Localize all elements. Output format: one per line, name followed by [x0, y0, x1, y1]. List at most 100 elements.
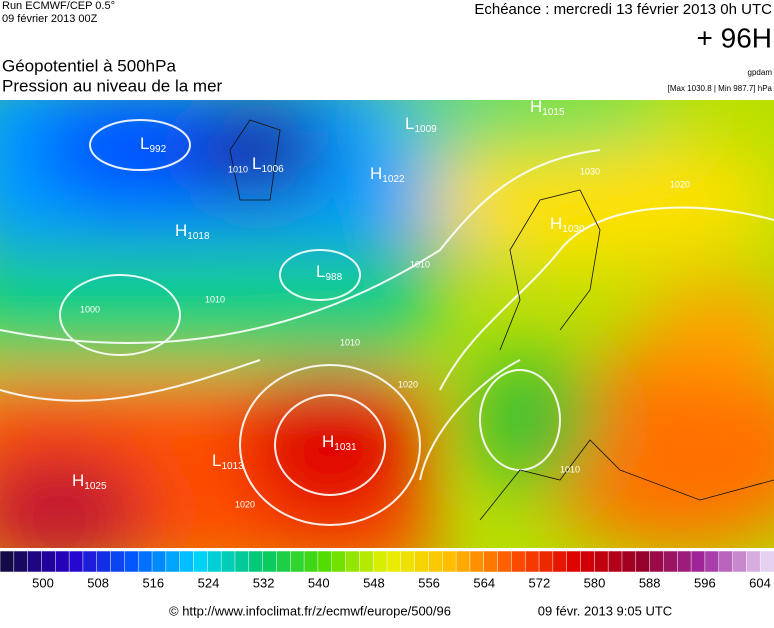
range: [Max 1030.8 | Min 987.7] hPa: [668, 84, 773, 93]
source: gpdam: [748, 68, 773, 77]
colorbar-swatch: [68, 550, 84, 573]
colorbar-swatch: [635, 550, 651, 573]
colorbar-swatch: [442, 550, 457, 573]
colorbar-swatch: [497, 550, 513, 573]
valid-time: Echéance : mercredi 13 février 2013 0h U…: [474, 1, 772, 18]
pressure-center: H1030: [550, 214, 585, 234]
colorbar-swatch: [524, 550, 540, 573]
colorbar-swatch: [55, 550, 70, 573]
colorbar-swatch: [621, 550, 637, 573]
colorbar-swatch: [13, 550, 29, 573]
colorbar-swatch: [41, 550, 57, 573]
colorbar-swatch: [234, 550, 250, 573]
colorbar-swatch: [220, 550, 236, 573]
colorbar-swatch: [677, 550, 692, 573]
colorbar-tick-label: 500: [32, 575, 54, 590]
colorbar-swatch: [137, 550, 153, 573]
colorbar-swatch: [746, 550, 761, 573]
colorbar-swatch: [248, 550, 264, 573]
isobar-label: 1000: [80, 304, 100, 314]
colorbar-tick-label: 572: [529, 575, 551, 590]
run-label: Run ECMWF/CEP 0.5°: [2, 0, 115, 12]
colorbar-tick-label: 604: [749, 575, 771, 590]
colorbar-swatch: [455, 550, 471, 573]
colorbar-tick-label: 532: [253, 575, 275, 590]
subtitle: Pression au niveau de la mer: [2, 76, 223, 95]
colorbar-swatch: [386, 550, 402, 573]
footer-url: © http://www.infoclimat.fr/z/ecmwf/europ…: [169, 603, 451, 618]
colorbar-swatch: [207, 550, 222, 573]
colorbar: 500 508 516 524 532 540 548 556 564 572 580 588 596 6…: [0, 550, 774, 590]
pressure-center: L1009: [405, 114, 437, 134]
colorbar-swatch: [193, 550, 209, 573]
pressure-center: H1015: [530, 97, 565, 117]
colorbar-swatch: [372, 550, 388, 573]
pressure-center: L1013: [212, 451, 244, 471]
colorbar-tick-label: 516: [142, 575, 164, 590]
lead-time: + 96H: [697, 22, 773, 53]
isobar-label: 1020: [398, 379, 418, 389]
colorbar-swatch: [82, 550, 98, 573]
title: Géopotentiel à 500hPa: [2, 56, 176, 75]
colorbar-swatch: [303, 550, 319, 573]
isobar-label: 1010: [228, 164, 248, 174]
colorbar-swatch: [179, 550, 195, 573]
colorbar-swatch: [580, 550, 596, 573]
colorbar-tick-label: 524: [198, 575, 220, 590]
pressure-center: H1022: [370, 164, 405, 184]
colorbar-swatch: [276, 550, 291, 573]
colorbar-swatch: [566, 550, 582, 573]
colorbar-swatch: [27, 550, 43, 573]
isobar-label: 1010: [205, 294, 225, 304]
colorbar-swatch: [607, 550, 623, 573]
colorbar-swatch: [151, 550, 167, 573]
colorbar-tick-label: 540: [308, 575, 330, 590]
colorbar-swatch: [649, 550, 665, 573]
colorbar-tick-label: 556: [418, 575, 440, 590]
colorbar-tick-label: 508: [87, 575, 109, 590]
colorbar-swatch: [110, 550, 126, 573]
colorbar-swatch: [400, 550, 416, 573]
colorbar-swatch: [759, 550, 774, 573]
isobar-label: 1010: [560, 464, 580, 474]
colorbar-swatch: [732, 550, 748, 573]
colorbar-swatch: [331, 550, 347, 573]
colorbar-tick-label: 580: [584, 575, 606, 590]
colorbar-tick-label: 588: [639, 575, 661, 590]
isobar-label: 1010: [410, 259, 430, 269]
colorbar-swatch: [538, 550, 554, 573]
colorbar-swatch: [469, 550, 485, 573]
colorbar-swatch: [594, 550, 609, 573]
colorbar-tick-label: 564: [473, 575, 495, 590]
colorbar-swatch: [124, 550, 139, 573]
colorbar-swatch: [483, 550, 499, 573]
colorbar-swatch: [317, 550, 333, 573]
colorbar-swatch: [262, 550, 278, 573]
isobar-label: 1010: [340, 337, 360, 347]
pressure-center: L1006: [252, 154, 284, 174]
colorbar-swatch: [96, 550, 112, 573]
isobar-label: 1030: [580, 166, 600, 176]
colorbar-swatch: [345, 550, 361, 573]
colorbar-swatch: [690, 550, 706, 573]
footer-time: 09 févr. 2013 9:05 UTC: [538, 603, 672, 618]
run-date: 09 février 2013 00Z: [2, 13, 98, 25]
pressure-center: H1031: [322, 432, 357, 452]
colorbar-swatch: [165, 550, 181, 573]
colorbar-swatch: [552, 550, 568, 573]
colorbar-tick-label: 596: [694, 575, 716, 590]
map: L992 L1006 H1022 H1018 L988 H1031 L1013 …: [0, 97, 774, 548]
isobar-label: 1020: [670, 179, 690, 189]
colorbar-swatch: [0, 550, 15, 573]
colorbar-swatch: [428, 550, 444, 573]
isobar-label: 1020: [235, 499, 255, 509]
colorbar-swatch: [359, 550, 374, 573]
colorbar-swatch: [511, 550, 526, 573]
colorbar-swatch: [414, 550, 430, 573]
colorbar-swatch: [663, 550, 679, 573]
colorbar-swatch: [290, 550, 305, 573]
colorbar-swatch: [718, 550, 734, 573]
colorbar-tick-label: 548: [363, 575, 385, 590]
pressure-center: H1018: [175, 221, 210, 241]
